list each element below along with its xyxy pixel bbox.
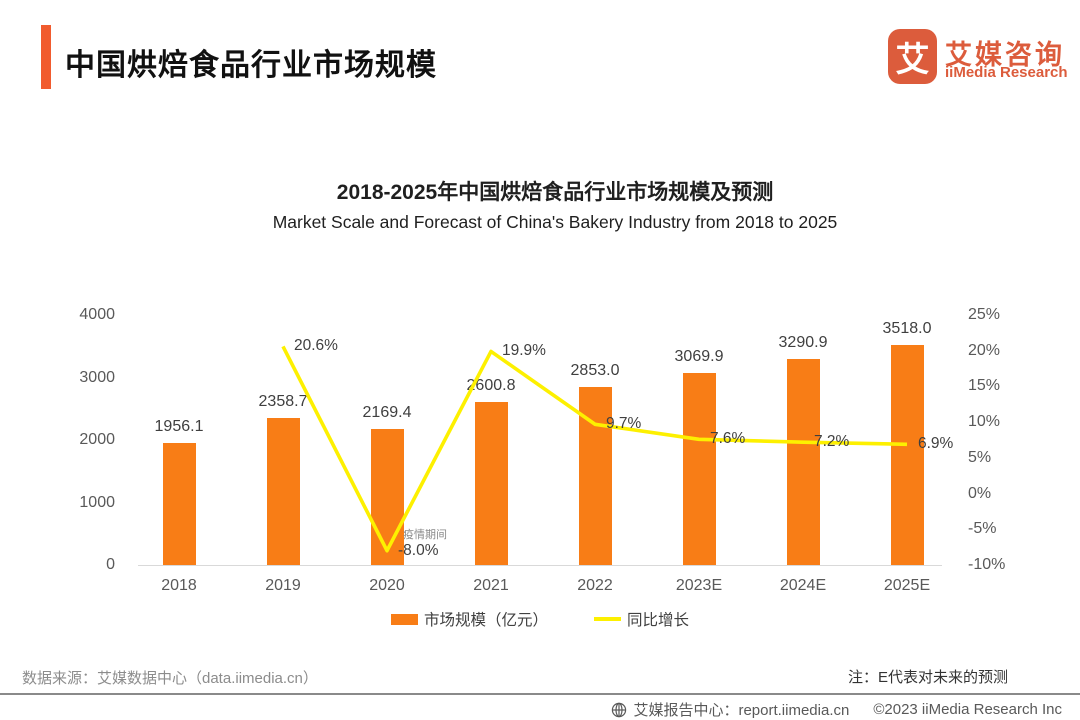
bar-value-2024E: 3290.9 (778, 334, 828, 352)
x-axis-label-2025E: 2025E (883, 577, 931, 594)
report-center-text: 艾媒报告中心：report.iimedia.cn (633, 702, 850, 719)
bar-value-2019: 2358.7 (258, 392, 308, 410)
bar-value-2023E: 3069.9 (674, 348, 724, 366)
y-axis-tick-3000: 3000 (79, 368, 115, 386)
footer-bottom-bar: 艾媒报告中心：report.iimedia.cn ©2023 iiMedia R… (611, 699, 1062, 720)
page-title: 中国烘焙食品行业市场规模 (65, 49, 437, 82)
x-axis-label-2018: 2018 (161, 577, 197, 594)
bar-2019 (266, 417, 300, 565)
x-axis-line (138, 565, 942, 566)
x-axis-label-2023E: 2023E (675, 577, 723, 594)
y2-axis-tick-10%: 10% (968, 413, 1001, 431)
header-accent-bar (41, 25, 51, 89)
legend-label: 同比增长 (627, 612, 690, 629)
logo-glyph: 艾 (895, 41, 930, 79)
logo-name-cn: 艾媒咨询 (945, 40, 1065, 70)
x-axis-label-2020: 2020 (369, 577, 405, 594)
growth-label-2025E: 6.9% (918, 435, 954, 453)
legend-item-growth: 同比增长 (594, 608, 689, 630)
bar-series-swatch (390, 613, 418, 625)
bar-value-2025E: 3518.0 (882, 320, 932, 338)
y-axis-tick-2000: 2000 (79, 431, 115, 448)
chart-title: 2018-2025年中国烘焙食品行业市场规模及预测 (336, 181, 774, 204)
bar-2021 (474, 402, 508, 565)
copyright-text: ©2023 iiMedia Research Inc (873, 701, 1062, 718)
growth-label-2024E: 7.2% (814, 433, 850, 451)
x-axis-label-2019: 2019 (265, 577, 301, 594)
bar-2025E (890, 345, 924, 565)
legend-label: 市场规模（亿元） (423, 612, 548, 629)
pandemic-annotation: 疫情期间 (403, 529, 447, 541)
x-axis-label-2024E: 2024E (779, 577, 827, 594)
x-axis-label-2022: 2022 (577, 577, 613, 594)
bar-value-2022: 2853.0 (570, 361, 620, 379)
y-axis-tick-0: 0 (106, 556, 115, 573)
y-axis-tick-1000: 1000 (79, 493, 115, 511)
chart-legend: 市场规模（亿元） 同比增长 (0, 608, 1080, 630)
footer-divider (0, 693, 1080, 695)
y2-axis-tick-15%: 15% (968, 377, 1001, 395)
y2-axis-tick-25%: 25% (968, 306, 1001, 323)
y2-axis-tick-5%: 5% (968, 448, 992, 466)
logo-name-en: iiMedia Research (945, 64, 1068, 81)
x-axis-label-2021: 2021 (473, 577, 509, 594)
legend-item-market-scale: 市场规模（亿元） (390, 608, 548, 630)
iimedia-logo-icon: 艾 (888, 29, 937, 84)
growth-label-2021: 19.9% (502, 342, 546, 360)
chart-subtitle: Market Scale and Forecast of China's Bak… (272, 212, 838, 232)
y2-axis-tick--10%: -10% (968, 556, 1006, 573)
globe-icon (611, 702, 627, 718)
y-axis-tick-4000: 4000 (79, 306, 115, 323)
bar-value-2020: 2169.4 (362, 404, 412, 422)
bar-2018 (162, 442, 196, 565)
bar-2022 (578, 386, 612, 565)
y2-axis-tick-20%: 20% (968, 341, 1001, 359)
growth-label-2020: -8.0% (398, 541, 439, 559)
y2-axis-tick-0%: 0% (968, 484, 992, 502)
bar-value-2018: 1956.1 (154, 417, 204, 435)
bar-2023E (682, 373, 716, 565)
line-series-swatch (594, 617, 621, 621)
forecast-note-text: 注：E代表对未来的预测 (847, 669, 1008, 686)
y2-axis-tick--5%: -5% (968, 520, 997, 538)
growth-label-2019: 20.6% (294, 337, 338, 355)
bar-2024E (786, 359, 820, 565)
growth-label-2023E: 7.6% (710, 430, 746, 448)
data-source-text: 数据来源：艾媒数据中心（data.iimedia.cn） (22, 670, 318, 687)
growth-label-2022: 9.7% (606, 415, 642, 433)
bar-value-2021: 2600.8 (466, 377, 516, 395)
